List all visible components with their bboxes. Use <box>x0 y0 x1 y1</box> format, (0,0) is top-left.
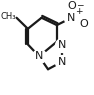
Text: O: O <box>67 1 76 11</box>
Text: N: N <box>35 51 43 61</box>
Text: N: N <box>58 40 66 50</box>
Text: −: − <box>76 0 83 9</box>
Text: CH₃: CH₃ <box>0 12 16 21</box>
Text: +: + <box>75 7 82 16</box>
Text: N: N <box>67 13 76 23</box>
Text: O: O <box>79 19 88 29</box>
Text: N: N <box>58 57 66 67</box>
